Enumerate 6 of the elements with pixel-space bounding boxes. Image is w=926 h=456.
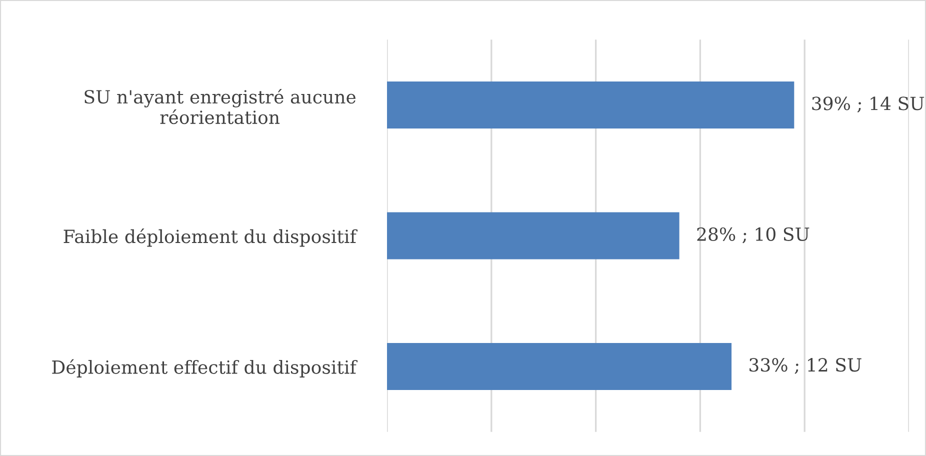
y-tick-label: Déploiement effectif du dispositif bbox=[52, 359, 358, 378]
y-tick-label: Faible déploiement du dispositif bbox=[64, 228, 358, 247]
data-label: 28% ; 10 SU bbox=[697, 227, 810, 244]
data-label: 39% ; 14 SU bbox=[812, 96, 924, 112]
y-tick-label: SU n'ayant enregistré aucune réorientation bbox=[84, 88, 356, 124]
data-label: 33% ; 12 SU bbox=[750, 358, 862, 374]
